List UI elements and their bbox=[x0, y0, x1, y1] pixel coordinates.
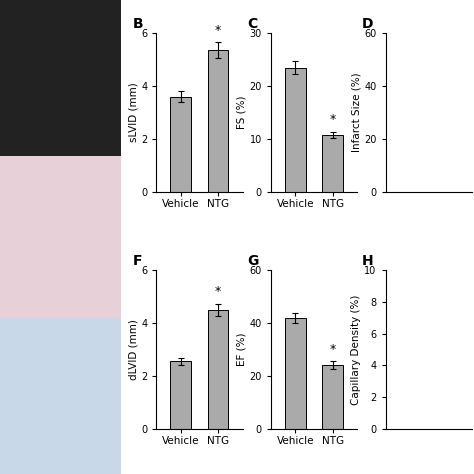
Text: *: * bbox=[215, 285, 221, 299]
Bar bbox=[171, 362, 191, 429]
Y-axis label: dLVID (mm): dLVID (mm) bbox=[128, 319, 138, 380]
Bar bbox=[208, 310, 228, 429]
Text: B: B bbox=[132, 18, 143, 31]
Bar bbox=[285, 318, 306, 429]
Y-axis label: FS (%): FS (%) bbox=[237, 96, 247, 129]
Text: F: F bbox=[132, 254, 142, 268]
Y-axis label: Infarct Size (%): Infarct Size (%) bbox=[351, 73, 361, 152]
Y-axis label: Capillary Density (%): Capillary Density (%) bbox=[351, 294, 362, 405]
Text: C: C bbox=[247, 18, 257, 31]
Text: *: * bbox=[329, 113, 336, 126]
Y-axis label: sLVID (mm): sLVID (mm) bbox=[128, 82, 138, 143]
Text: *: * bbox=[215, 24, 221, 37]
Text: D: D bbox=[361, 18, 373, 31]
Bar bbox=[322, 365, 343, 429]
Text: G: G bbox=[247, 254, 258, 268]
Bar bbox=[208, 50, 228, 192]
Bar bbox=[285, 68, 306, 192]
Text: *: * bbox=[329, 343, 336, 356]
Text: H: H bbox=[361, 254, 373, 268]
Y-axis label: EF (%): EF (%) bbox=[237, 333, 247, 366]
Bar bbox=[171, 97, 191, 192]
Bar bbox=[322, 135, 343, 192]
